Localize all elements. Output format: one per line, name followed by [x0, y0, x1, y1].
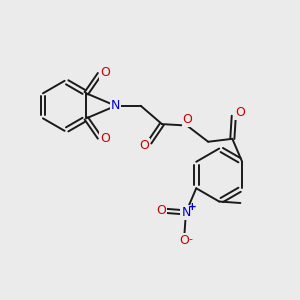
Text: N: N	[111, 99, 120, 112]
Text: O: O	[179, 234, 189, 247]
Text: O: O	[183, 112, 193, 126]
Text: -: -	[189, 234, 193, 244]
Text: O: O	[235, 106, 244, 119]
Text: N: N	[181, 206, 190, 219]
Text: O: O	[100, 133, 110, 146]
Text: O: O	[156, 205, 166, 218]
Text: O: O	[100, 66, 110, 79]
Text: O: O	[140, 139, 149, 152]
Text: +: +	[188, 202, 197, 212]
